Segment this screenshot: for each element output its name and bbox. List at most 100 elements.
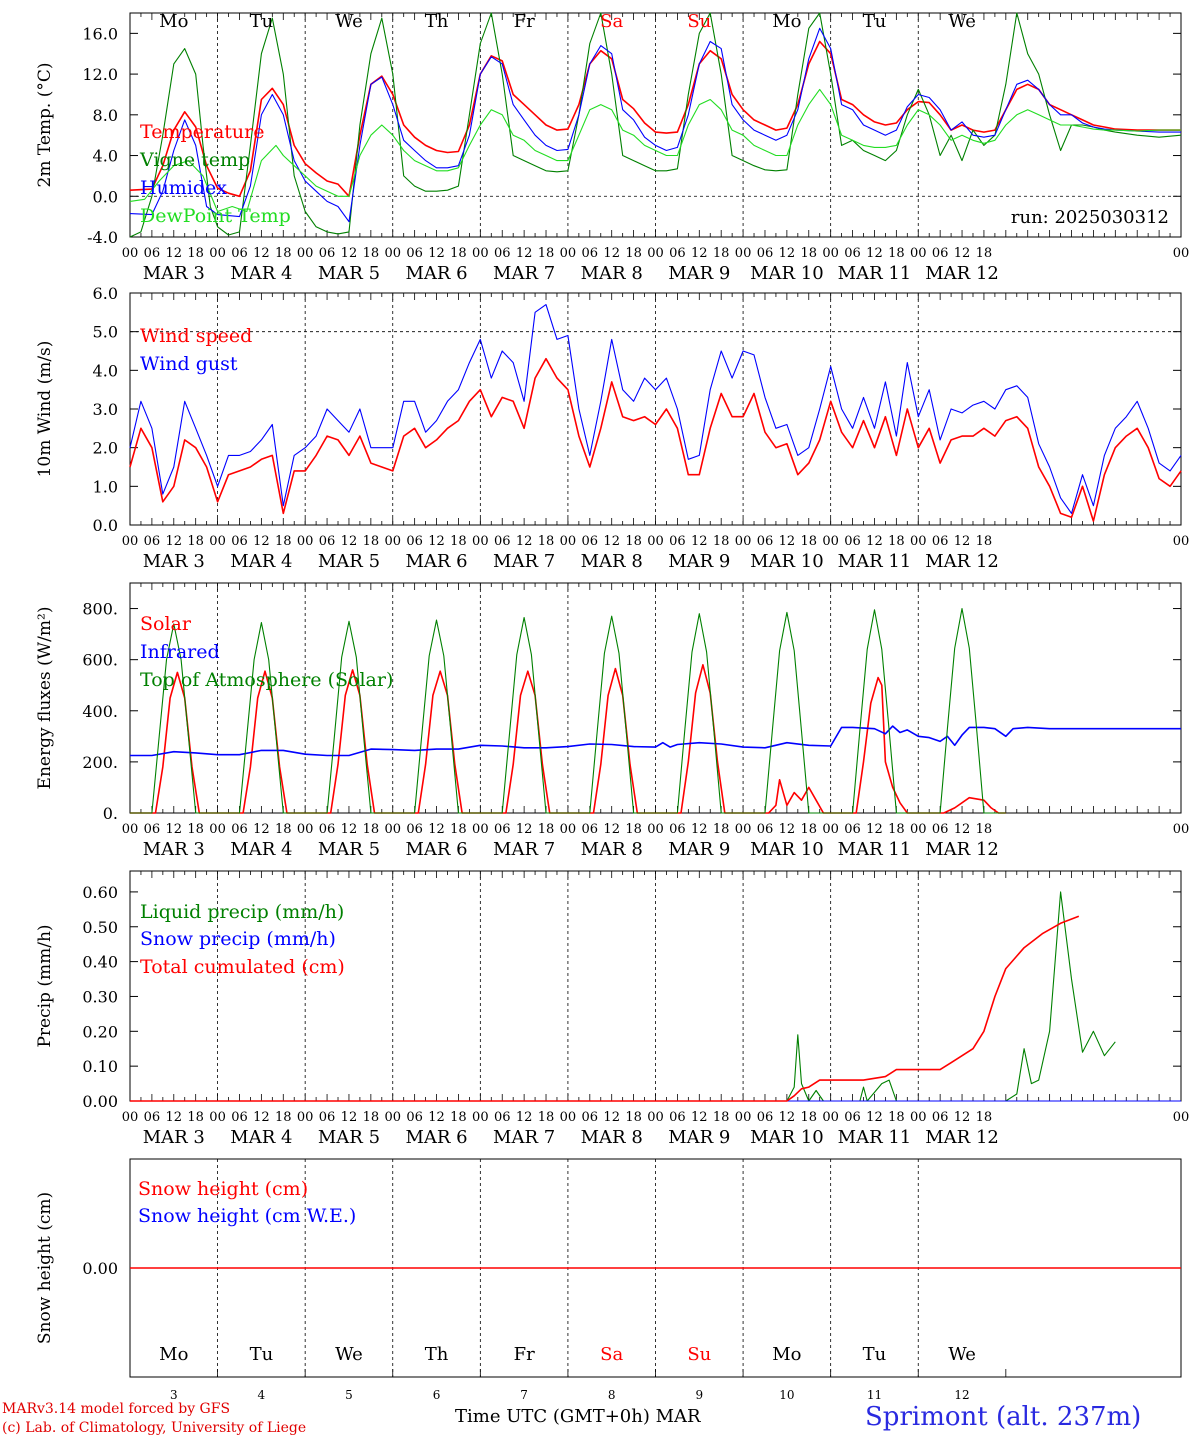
hour-tick-label: 06 — [757, 246, 774, 261]
date-label: MAR 4 — [230, 551, 292, 572]
date-label: MAR 9 — [668, 1127, 730, 1148]
run-label: run: 2025030312 — [1011, 207, 1169, 228]
hour-tick-label: 06 — [932, 534, 949, 549]
x-axis-title: Time UTC (GMT+0h) MAR — [455, 1406, 701, 1427]
hour-tick-label: 18 — [187, 822, 204, 837]
legend-entry: Snow height (cm W.E.) — [138, 1205, 356, 1227]
hour-tick-label: 06 — [932, 246, 949, 261]
date-label: MAR 12 — [925, 839, 999, 860]
hour-tick-label: 00 — [384, 822, 401, 837]
hour-tick-label: 12 — [428, 534, 445, 549]
date-label: MAR 11 — [838, 839, 912, 860]
hour-tick-label: 00 — [122, 1110, 139, 1125]
date-label: MAR 3 — [143, 263, 205, 284]
hour-tick-label: 18 — [275, 246, 292, 261]
hour-tick-label: 12 — [253, 534, 270, 549]
hour-tick-label: 00 — [297, 246, 314, 261]
hour-tick-label: 12 — [166, 534, 183, 549]
date-label: MAR 3 — [143, 839, 205, 860]
hour-tick-label: 06 — [144, 1110, 161, 1125]
hour-tick-label: 06 — [494, 1110, 511, 1125]
hour-tick-label: 12 — [341, 534, 358, 549]
weekday-label: Tu — [863, 1344, 887, 1365]
hour-tick-label: 06 — [669, 534, 686, 549]
date-label: MAR 10 — [750, 1127, 824, 1148]
hour-tick-label: 12 — [166, 246, 183, 261]
hour-tick-label: 00 — [822, 822, 839, 837]
hour-tick-label: 12 — [866, 822, 883, 837]
y-tick-label: 600. — [82, 651, 118, 670]
hour-tick-label: 18 — [976, 246, 993, 261]
hour-tick-label: 00 — [209, 246, 226, 261]
hour-tick-label: 18 — [800, 246, 817, 261]
hour-tick-label: 00 — [1173, 246, 1190, 261]
y-tick-label: 8.0 — [93, 106, 118, 125]
hour-tick-label: 00 — [560, 534, 577, 549]
hour-tick-label: 00 — [647, 534, 664, 549]
date-label: MAR 5 — [318, 1127, 380, 1148]
hour-tick-label: 18 — [450, 534, 467, 549]
y-tick-label: 4.0 — [93, 147, 118, 166]
hour-tick-label: 12 — [691, 246, 708, 261]
y-tick-label: 2.0 — [93, 439, 118, 458]
hour-tick-label: 18 — [800, 822, 817, 837]
y-tick-label: 1.0 — [93, 477, 118, 496]
hour-tick-label: 12 — [866, 534, 883, 549]
hour-tick-label: 18 — [538, 246, 555, 261]
hour-tick-label: 00 — [910, 246, 927, 261]
hour-tick-label: 06 — [844, 1110, 861, 1125]
date-label: MAR 6 — [405, 839, 467, 860]
hour-tick-label: 06 — [669, 1110, 686, 1125]
date-label: MAR 12 — [925, 551, 999, 572]
day-number-label: 9 — [695, 1388, 703, 1400]
legend-entry: DewPoint Temp — [140, 205, 291, 227]
hour-tick-label: 06 — [406, 534, 423, 549]
weekday-label: Tu — [250, 11, 274, 32]
hour-tick-label: 00 — [560, 1110, 577, 1125]
y-tick-label: 6.0 — [93, 284, 118, 303]
hour-tick-label: 00 — [472, 822, 489, 837]
hour-tick-label: 06 — [844, 246, 861, 261]
hour-tick-label: 00 — [822, 534, 839, 549]
series-line-infrared — [130, 725, 1181, 757]
hour-tick-label: 12 — [253, 1110, 270, 1125]
hour-tick-label: 00 — [297, 1110, 314, 1125]
series-line-temperature — [129, 40, 1181, 198]
hour-tick-label: 00 — [472, 246, 489, 261]
hour-tick-label: 12 — [166, 822, 183, 837]
hour-tick-label: 06 — [494, 246, 511, 261]
hour-tick-label: 12 — [341, 246, 358, 261]
legend-entry: Liquid precip (mm/h) — [140, 901, 344, 923]
date-label: MAR 6 — [405, 1127, 467, 1148]
hour-tick-label: 06 — [757, 534, 774, 549]
hour-tick-label: 18 — [713, 246, 730, 261]
hour-tick-label: 18 — [275, 1110, 292, 1125]
hour-tick-label: 12 — [691, 534, 708, 549]
hour-tick-label: 00 — [297, 534, 314, 549]
weekday-label: Sa — [600, 1344, 623, 1365]
hour-tick-label: 12 — [954, 1110, 971, 1125]
hour-tick-label: 06 — [231, 822, 248, 837]
series-line-total-cumulated-cm- — [130, 915, 1080, 1102]
date-label: MAR 3 — [143, 1127, 205, 1148]
hour-tick-label: 18 — [363, 1110, 380, 1125]
hour-tick-label: 18 — [888, 534, 905, 549]
hour-tick-label: 06 — [669, 246, 686, 261]
meteogram: -4.0 0.0 4.0 8.0 12.0 16.0 2m Temp. (°C) Temper… — [35, 11, 1190, 1400]
hour-tick-label: 12 — [428, 1110, 445, 1125]
hour-tick-label: 06 — [406, 246, 423, 261]
hour-tick-label: 18 — [976, 534, 993, 549]
date-label: MAR 3 — [143, 551, 205, 572]
hour-tick-label: 18 — [625, 246, 642, 261]
hour-tick-label: 06 — [144, 246, 161, 261]
weekday-label: Tu — [250, 1344, 274, 1365]
weekday-label: We — [948, 1344, 976, 1365]
hour-tick-label: 12 — [428, 822, 445, 837]
y-tick-label: 0.20 — [82, 1022, 118, 1041]
hour-tick-label: 06 — [319, 246, 336, 261]
y-axis-label: 10m Wind (m/s) — [35, 341, 55, 478]
legend-entry: Total cumulated (cm) — [140, 956, 345, 978]
y-tick-label: 0.30 — [82, 987, 118, 1006]
hour-tick-label: 00 — [1173, 534, 1190, 549]
hour-tick-label: 18 — [713, 822, 730, 837]
